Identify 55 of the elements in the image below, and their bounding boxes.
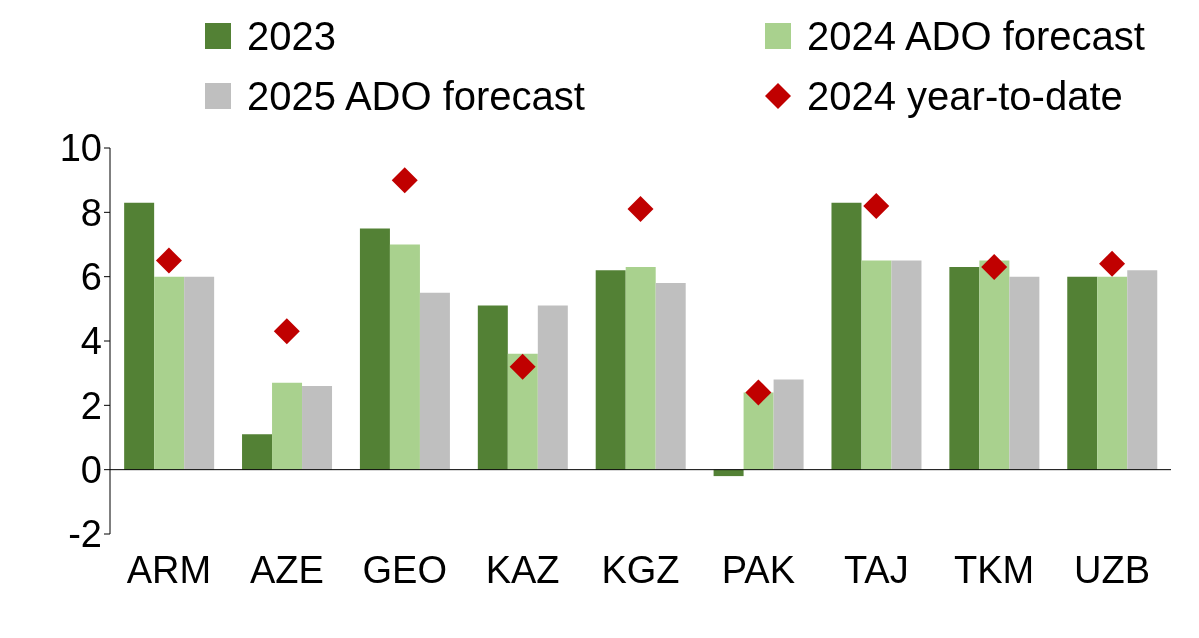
point (1099, 250, 1126, 277)
bar (359, 228, 390, 470)
bar (477, 305, 508, 470)
y-tick-label: 10 (59, 127, 102, 170)
point (273, 318, 300, 345)
y-tick-label: 4 (80, 320, 102, 363)
legend-label: 2025 ADO forecast (247, 73, 585, 120)
bar (1067, 276, 1098, 470)
point (391, 167, 418, 194)
x-tick-label: TKM (954, 548, 1035, 591)
bar (242, 434, 273, 470)
bar (713, 469, 744, 477)
point (981, 254, 1008, 281)
x-tick-label: KAZ (485, 548, 560, 591)
x-tick-label: PAK (721, 548, 795, 591)
point (745, 379, 772, 406)
bar (124, 202, 155, 470)
bar (773, 379, 804, 470)
bar (302, 386, 333, 470)
point (509, 353, 536, 380)
bar (979, 260, 1010, 470)
bar (184, 276, 215, 470)
legend-label: 2024 ADO forecast (807, 13, 1145, 60)
bar (595, 270, 626, 470)
bar (537, 305, 568, 470)
bar (272, 382, 303, 470)
bar (655, 283, 686, 470)
bar (743, 392, 774, 470)
bar (831, 202, 862, 470)
x-tick-label: UZB (1074, 548, 1151, 591)
y-tick-label: 6 (80, 256, 102, 299)
point (627, 196, 654, 223)
bar (949, 267, 980, 470)
bar (419, 292, 450, 470)
y-tick-label: 2 (80, 384, 102, 427)
bar (389, 244, 420, 470)
y-tick-label: -2 (68, 513, 102, 556)
x-tick-label: KGZ (601, 548, 680, 591)
y-tick-label: 0 (80, 449, 102, 492)
bar (1009, 276, 1040, 470)
bar (861, 260, 892, 470)
x-tick-label: GEO (362, 548, 447, 591)
point (863, 192, 890, 219)
bar (1127, 270, 1158, 470)
bar (625, 267, 656, 470)
bar (1097, 276, 1128, 470)
point (155, 247, 182, 274)
legend-label: 2024 year-to-date (807, 73, 1123, 120)
x-tick-label: ARM (126, 548, 212, 591)
bar (154, 276, 185, 470)
legend-label: 2023 (247, 13, 336, 60)
bar (891, 260, 922, 470)
x-tick-label: AZE (249, 548, 324, 591)
y-tick-label: 8 (80, 191, 102, 234)
x-tick-label: TAJ (843, 548, 909, 591)
